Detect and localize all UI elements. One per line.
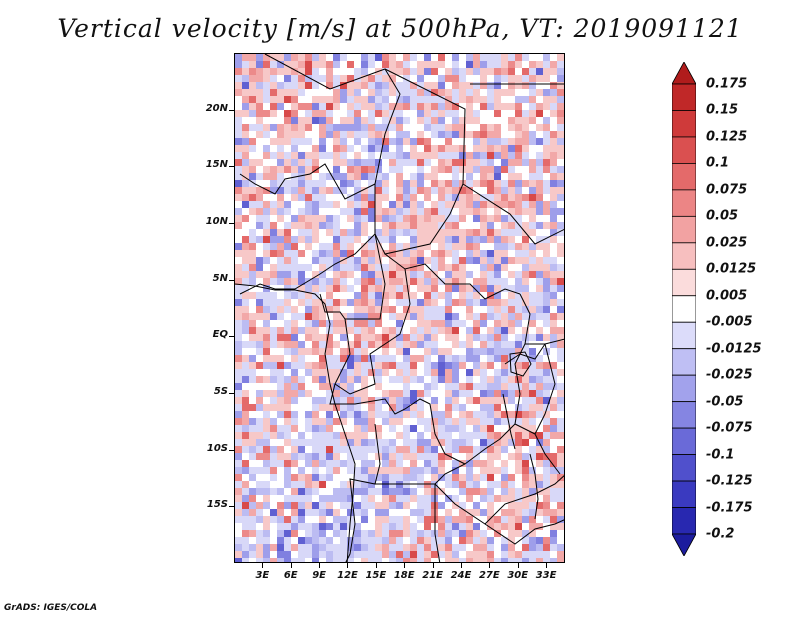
border-line (525, 338, 564, 345)
lat-tick-label: EQ (212, 329, 228, 341)
lon-tick (460, 563, 462, 568)
colorbar-swatch (672, 268, 696, 297)
colorbar-label: 0.175 (706, 76, 748, 92)
lon-tick-label: 3E (255, 570, 270, 581)
colorbar-swatch (672, 242, 696, 270)
lon-tick (546, 563, 548, 568)
grads-credit: GrADS: IGES/COLA (4, 603, 98, 613)
colorbar-swatch (672, 295, 696, 323)
border-line (484, 475, 564, 525)
lon-tick-label: 27E (478, 570, 500, 581)
colorbar-label: -0.025 (706, 367, 753, 383)
border-line (434, 483, 564, 545)
colorbar-label: -0.005 (706, 314, 753, 330)
lat-tick (229, 109, 234, 111)
colorbar-swatch (672, 110, 696, 138)
border-line (334, 268, 411, 395)
lat-tick-label: 5S (213, 386, 228, 397)
border-line (384, 253, 521, 300)
country-borders (235, 54, 564, 562)
border-line (534, 343, 561, 475)
colorbar-swatch (672, 401, 696, 429)
colorbar-label: -0.175 (706, 500, 753, 516)
lon-tick-label: 24E (450, 570, 472, 581)
velocity-field (235, 54, 564, 562)
colorbar-label: 0.05 (706, 208, 739, 224)
colorbar-swatch (672, 189, 696, 217)
lat-tick-label: 10S (206, 442, 228, 454)
colorbar-label: 0.1 (706, 155, 730, 171)
lake-victoria (509, 351, 532, 377)
lat-tick-label: 5N (212, 272, 228, 284)
lat-tick (229, 223, 234, 224)
lon-tick (290, 563, 292, 568)
lon-tick (432, 563, 434, 568)
colorbar-swatch (672, 215, 696, 244)
lake-malawi (529, 453, 539, 520)
lon-tick (347, 563, 349, 568)
border-line (374, 68, 466, 255)
colorbar-label: 0.005 (706, 288, 748, 304)
border-line (375, 483, 441, 562)
lon-tick-label: 21E (422, 570, 443, 581)
lon-tick (319, 563, 321, 568)
colorbar-label: 0.15 (706, 102, 739, 118)
lat-tick-label: 20N (205, 102, 228, 114)
colorbar-label: 0.075 (706, 182, 748, 198)
lat-tick (229, 336, 234, 338)
lon-tick-label: 9E (312, 570, 327, 581)
border-line (514, 423, 536, 435)
colorbar-swatch (672, 427, 696, 455)
lon-tick (375, 563, 377, 568)
chart-title: Vertical velocity [m/s] at 500hPa, VT: 2… (57, 14, 743, 43)
lon-tick (517, 563, 519, 568)
lat-tick (229, 279, 234, 281)
lon-tick-label: 6E (283, 570, 298, 581)
map-plot-area (234, 53, 565, 563)
lat-tick (229, 506, 234, 508)
colorbar-label: 0.0125 (706, 261, 757, 277)
colorbar-label: -0.125 (706, 473, 753, 489)
lon-tick-label: 12E (337, 570, 358, 581)
lon-tick-label: 33E (535, 570, 557, 581)
border-line (345, 423, 381, 562)
colorbar (672, 62, 696, 556)
colorbar-swatch (672, 136, 696, 164)
colorbar-label: -0.2 (706, 526, 735, 542)
colorbar-label: -0.0125 (706, 341, 762, 357)
colorbar-swatch (672, 454, 696, 482)
colorbar-label: -0.1 (706, 447, 735, 463)
colorbar-label: 0.125 (706, 129, 748, 145)
lon-tick-label: 15E (365, 570, 387, 581)
lat-tick-label: 15N (205, 159, 228, 171)
border-line (329, 318, 466, 465)
lon-tick (489, 563, 491, 568)
lon-tick (404, 563, 406, 568)
lat-tick-label: 10N (205, 216, 228, 227)
lon-tick-label: 30E (507, 570, 529, 581)
colorbar-swatch (672, 321, 696, 350)
border-line (462, 183, 564, 245)
lat-tick (229, 166, 234, 168)
lat-tick (229, 449, 234, 451)
lon-tick (262, 563, 264, 568)
lake-tanganyika (502, 393, 516, 450)
colorbar-swatch (672, 374, 696, 403)
lat-tick-label: 15S (206, 499, 228, 511)
colorbar-swatch (672, 163, 696, 191)
colorbar-swatch (672, 507, 696, 535)
colorbar-swatch (672, 62, 696, 85)
colorbar-swatch (672, 348, 696, 376)
lat-tick (229, 393, 234, 394)
lon-tick-label: 18E (393, 570, 415, 581)
colorbar-label: -0.05 (706, 394, 744, 410)
colorbar-label: -0.075 (706, 420, 753, 436)
coastline (235, 283, 356, 562)
colorbar-label: 0.025 (706, 235, 748, 251)
colorbar-swatch (672, 83, 696, 111)
colorbar-swatch (672, 480, 696, 508)
border-line (239, 233, 376, 295)
colorbar-swatch (672, 533, 696, 556)
